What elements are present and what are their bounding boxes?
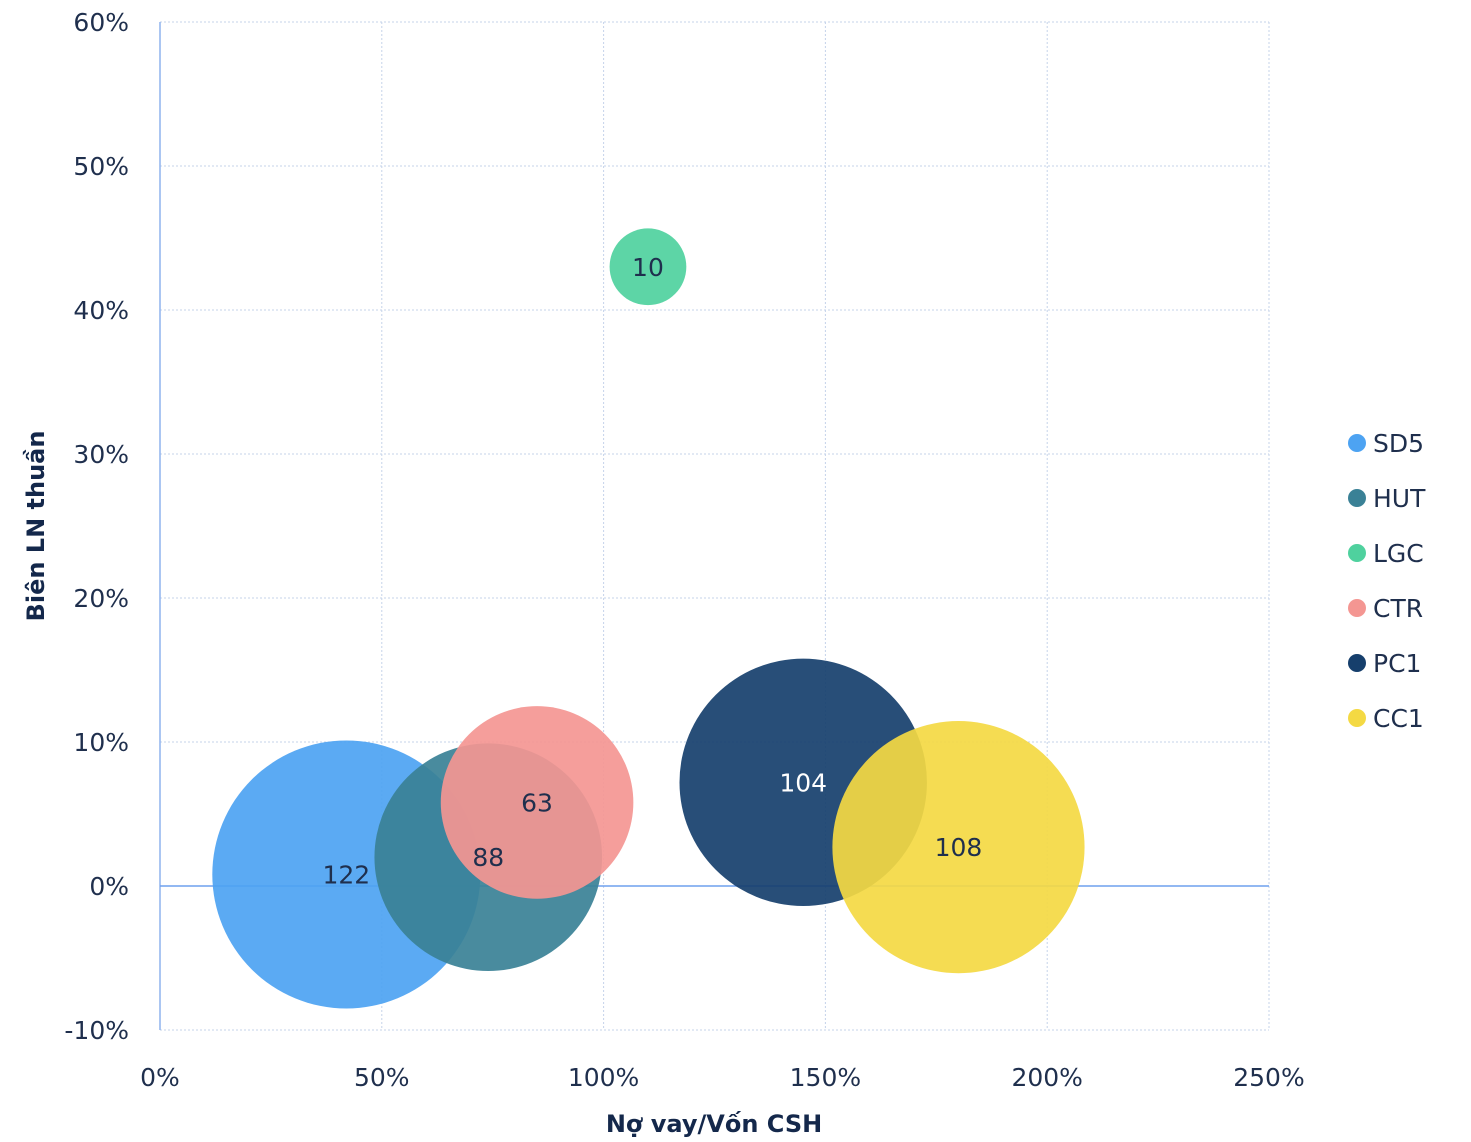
bubble-cc1	[832, 721, 1085, 974]
y-tick-label: 0%	[89, 872, 129, 901]
x-tick-label: 150%	[790, 1063, 861, 1092]
bubbles: 122 88 10 63 104 108	[212, 228, 1085, 1009]
x-axis-title: Nợ vay/Vốn CSH	[606, 1110, 822, 1138]
y-tick-label: 50%	[73, 152, 129, 181]
bubble-label-hut: 88	[472, 843, 504, 872]
legend-label-sd5: SD5	[1373, 429, 1424, 458]
legend-marker-pc1	[1348, 654, 1366, 672]
y-tick-label: -10%	[64, 1016, 129, 1045]
legend-marker-sd5	[1348, 434, 1366, 452]
bubble-label-ctr: 63	[521, 788, 553, 817]
legend-label-ctr: CTR	[1373, 594, 1423, 623]
bubble-label-lgc: 10	[632, 253, 664, 282]
y-axis-ticks: -10% 0% 10% 20% 30% 40% 50% 60%	[64, 8, 129, 1045]
legend-marker-ctr	[1348, 599, 1366, 617]
legend-marker-cc1	[1348, 709, 1366, 727]
x-tick-label: 100%	[568, 1063, 639, 1092]
y-tick-label: 10%	[73, 728, 129, 757]
bubble-lgc	[609, 228, 687, 306]
legend-label-pc1: PC1	[1373, 649, 1421, 678]
x-tick-label: 250%	[1233, 1063, 1304, 1092]
x-tick-label: 50%	[354, 1063, 410, 1092]
grid	[159, 21, 1270, 1031]
y-tick-label: 60%	[73, 8, 129, 37]
legend-label-lgc: LGC	[1373, 539, 1424, 568]
bubble-ctr	[440, 706, 634, 899]
y-tick-label: 30%	[73, 440, 129, 469]
legend: SD5 HUT LGC CTR PC1 CC1	[1348, 429, 1426, 733]
y-axis-title: Biên LN thuần	[22, 431, 50, 622]
x-tick-label: 0%	[140, 1063, 180, 1092]
legend-marker-lgc	[1348, 544, 1366, 562]
legend-label-cc1: CC1	[1373, 704, 1424, 733]
y-tick-label: 40%	[73, 296, 129, 325]
legend-marker-hut	[1348, 489, 1366, 507]
bubble-label-cc1: 108	[935, 833, 983, 862]
bubble-label-sd5: 122	[322, 860, 370, 889]
x-tick-label: 200%	[1011, 1063, 1082, 1092]
legend-label-hut: HUT	[1373, 484, 1426, 513]
y-tick-label: 20%	[73, 584, 129, 613]
x-axis-ticks: 0% 50% 100% 150% 200% 250%	[140, 1063, 1305, 1092]
bubble-label-pc1: 104	[779, 768, 827, 797]
